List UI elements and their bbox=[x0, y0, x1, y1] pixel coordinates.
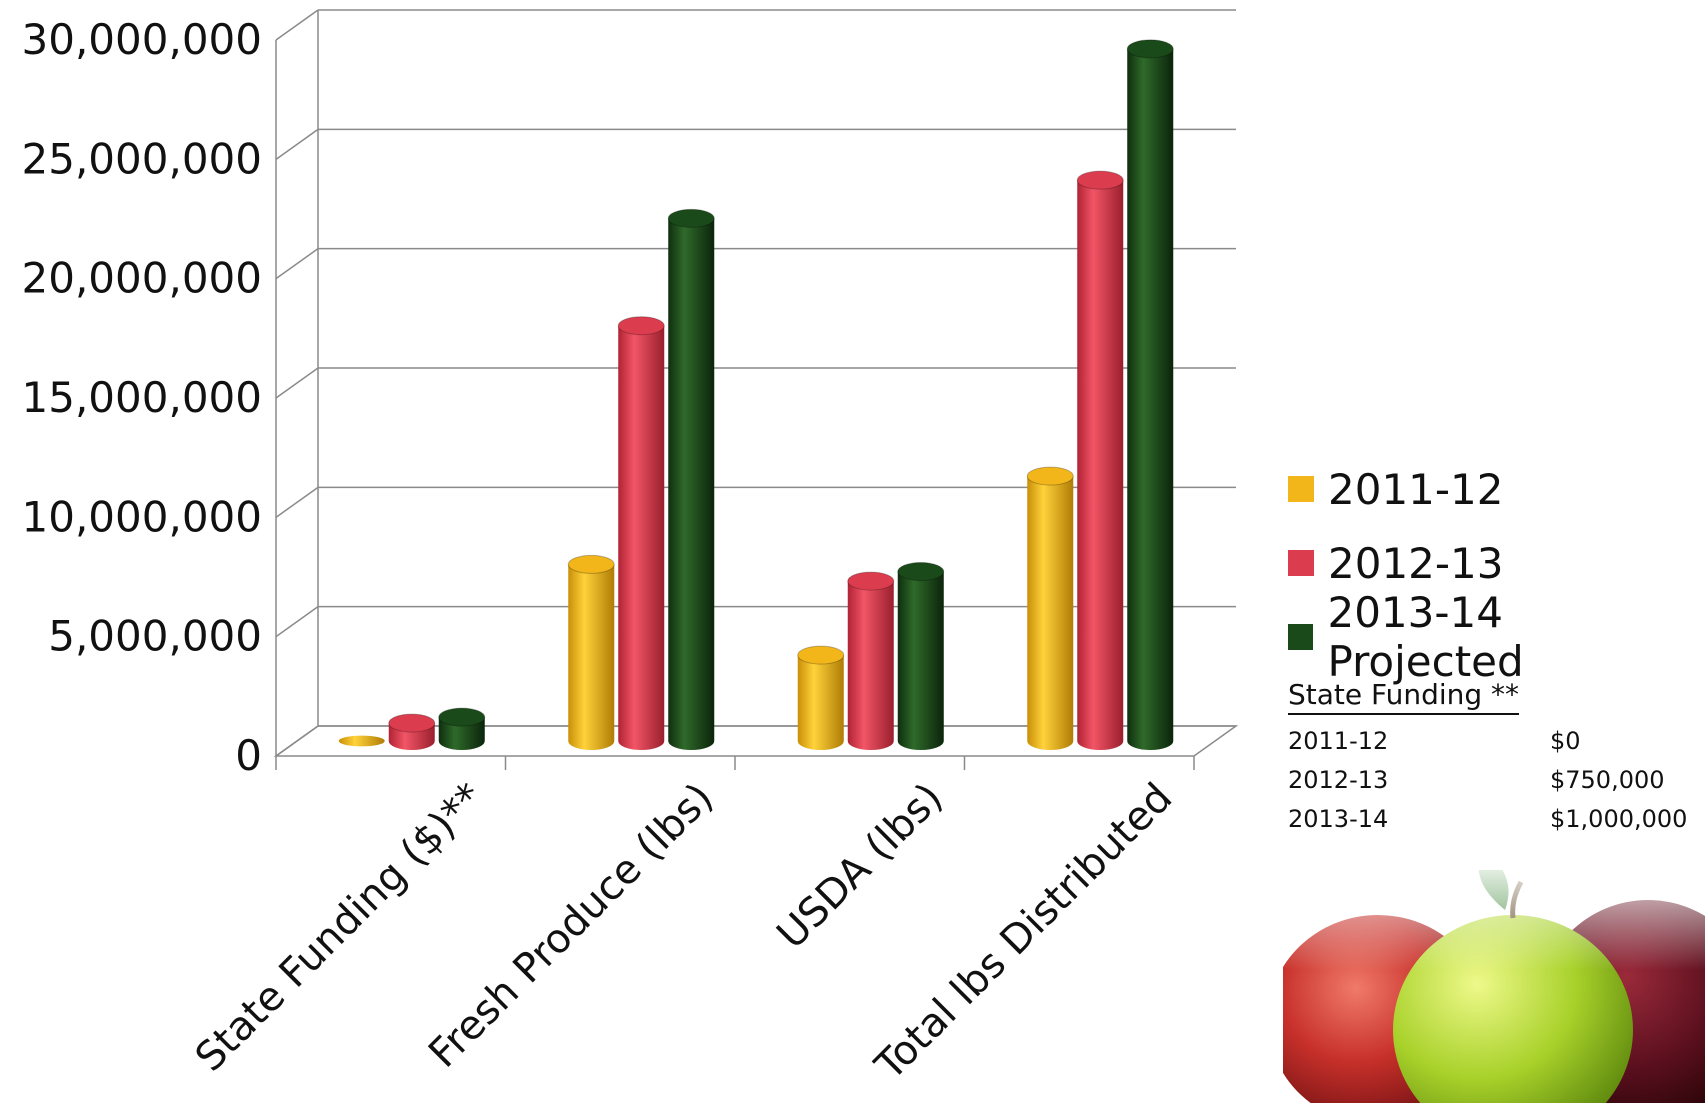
apples-image bbox=[1283, 870, 1705, 1103]
bar-top bbox=[1126, 39, 1174, 59]
gridline-side bbox=[275, 606, 319, 638]
bar-flat bbox=[338, 735, 385, 747]
y-tick-label: 15,000,000 bbox=[22, 373, 262, 422]
bar-body bbox=[897, 571, 944, 750]
bar-top bbox=[1026, 466, 1074, 486]
legend-swatch bbox=[1288, 476, 1314, 502]
bar-top bbox=[388, 713, 436, 733]
bar bbox=[667, 208, 715, 750]
bar-body bbox=[1077, 180, 1124, 751]
x-axis-category-labels: State Funding ($)**Fresh Produce (lbs) US… bbox=[187, 775, 1182, 1090]
y-tick-label: 30,000,000 bbox=[22, 15, 262, 64]
legend-item-2012-13: 2012-13 bbox=[1288, 526, 1705, 600]
y-tick-label: 0 bbox=[235, 731, 262, 780]
bar-top bbox=[1076, 170, 1124, 190]
funding-year: 2013-14 bbox=[1288, 804, 1389, 833]
bars bbox=[338, 39, 1174, 751]
state-funding-table: State Funding ** 2011-12 $0 2012-13 $750… bbox=[1288, 678, 1703, 838]
y-tick-label: 25,000,000 bbox=[22, 134, 262, 183]
gridline-side bbox=[275, 9, 319, 41]
legend-label: 2012-13 bbox=[1328, 538, 1504, 588]
bar bbox=[1076, 170, 1124, 751]
bar bbox=[1126, 39, 1174, 751]
gridline-side bbox=[275, 248, 319, 280]
bar-top bbox=[567, 554, 615, 574]
state-funding-title: State Funding ** bbox=[1288, 678, 1520, 715]
bar-top bbox=[897, 562, 945, 582]
bar-body bbox=[847, 581, 894, 750]
legend-item-2013-14-projected: 2013-14 Projected bbox=[1288, 588, 1705, 686]
gridline-side bbox=[275, 486, 319, 518]
bar bbox=[617, 316, 665, 750]
bar bbox=[567, 554, 615, 750]
legend-label: 2013-14 Projected bbox=[1327, 588, 1524, 686]
floor bbox=[273, 725, 1239, 757]
funding-amount: $1,000,000 bbox=[1550, 804, 1688, 833]
bar bbox=[897, 562, 945, 750]
funding-year: 2012-13 bbox=[1288, 765, 1389, 794]
bar bbox=[438, 707, 486, 750]
table-row: 2013-14 $1,000,000 bbox=[1288, 799, 1703, 838]
legend-item-2011-12: 2011-12 bbox=[1288, 452, 1705, 526]
legend-swatch bbox=[1288, 624, 1314, 650]
gridline-side bbox=[275, 367, 319, 399]
bar bbox=[338, 735, 385, 747]
funding-amount: $750,000 bbox=[1550, 765, 1665, 794]
bar-body bbox=[568, 564, 615, 750]
bar bbox=[847, 571, 895, 750]
y-tick-label: 20,000,000 bbox=[22, 254, 262, 303]
table-row: 2012-13 $750,000 bbox=[1288, 760, 1703, 799]
legend-label: 2011-12 bbox=[1328, 464, 1504, 514]
y-axis-tick-labels: 0 5,000,000 10,000,000 15,000,000 20,000,000… bbox=[22, 15, 262, 780]
funding-amount: $0 bbox=[1550, 726, 1581, 755]
bar-body bbox=[1127, 48, 1174, 751]
bar-body bbox=[1027, 476, 1074, 750]
legend-swatch bbox=[1288, 550, 1314, 576]
legend: 2011-12 2012-13 2013-14 Projected bbox=[1288, 452, 1705, 686]
funding-year: 2011-12 bbox=[1288, 726, 1389, 755]
bar-top bbox=[617, 316, 665, 336]
bar-body bbox=[797, 655, 844, 750]
bar-top bbox=[847, 571, 895, 591]
bar bbox=[388, 713, 436, 750]
bar-top bbox=[797, 645, 845, 665]
bar-body bbox=[438, 717, 485, 750]
axes bbox=[273, 10, 1239, 770]
bar bbox=[797, 645, 845, 750]
x-category-label: USDA (lbs) bbox=[768, 775, 951, 958]
bar-top bbox=[667, 208, 715, 228]
y-tick-label: 5,000,000 bbox=[48, 612, 262, 661]
y-tick-label: 10,000,000 bbox=[22, 492, 262, 541]
bar bbox=[1026, 466, 1074, 750]
bar-body bbox=[618, 325, 665, 750]
table-row: 2011-12 $0 bbox=[1288, 721, 1703, 760]
bar-top bbox=[438, 707, 486, 727]
bar-body bbox=[668, 218, 715, 750]
gridline-side bbox=[275, 128, 319, 160]
